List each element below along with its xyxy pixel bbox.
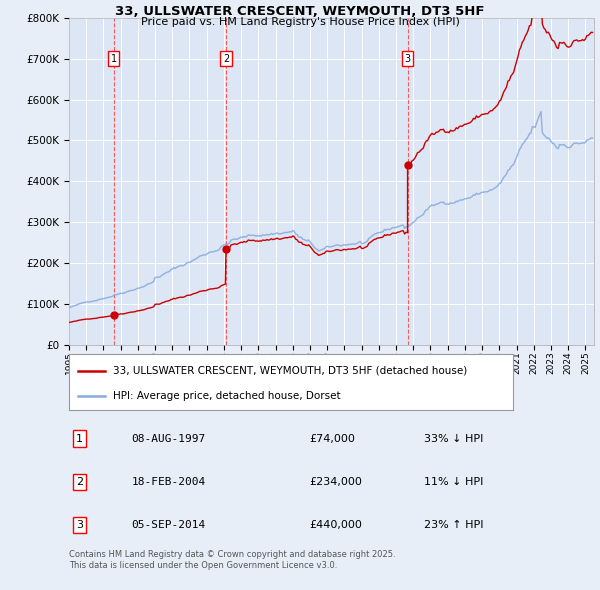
Text: 33, ULLSWATER CRESCENT, WEYMOUTH, DT3 5HF: 33, ULLSWATER CRESCENT, WEYMOUTH, DT3 5H…	[115, 5, 485, 18]
Text: 3: 3	[404, 54, 410, 64]
Text: 08-AUG-1997: 08-AUG-1997	[131, 434, 206, 444]
Text: 23% ↑ HPI: 23% ↑ HPI	[424, 520, 484, 530]
Text: 33, ULLSWATER CRESCENT, WEYMOUTH, DT3 5HF (detached house): 33, ULLSWATER CRESCENT, WEYMOUTH, DT3 5H…	[113, 366, 467, 376]
Text: 05-SEP-2014: 05-SEP-2014	[131, 520, 206, 530]
Text: 1: 1	[110, 54, 117, 64]
Text: £74,000: £74,000	[309, 434, 355, 444]
Text: 33% ↓ HPI: 33% ↓ HPI	[424, 434, 484, 444]
Text: 11% ↓ HPI: 11% ↓ HPI	[424, 477, 484, 487]
Text: 3: 3	[76, 520, 83, 530]
Text: HPI: Average price, detached house, Dorset: HPI: Average price, detached house, Dors…	[113, 391, 341, 401]
Text: 2: 2	[76, 477, 83, 487]
Text: £440,000: £440,000	[309, 520, 362, 530]
Text: Price paid vs. HM Land Registry's House Price Index (HPI): Price paid vs. HM Land Registry's House …	[140, 17, 460, 27]
Text: This data is licensed under the Open Government Licence v3.0.: This data is licensed under the Open Gov…	[69, 560, 337, 569]
Text: 2: 2	[223, 54, 229, 64]
Text: Contains HM Land Registry data © Crown copyright and database right 2025.: Contains HM Land Registry data © Crown c…	[69, 550, 395, 559]
Text: 1: 1	[76, 434, 83, 444]
Text: 18-FEB-2004: 18-FEB-2004	[131, 477, 206, 487]
Text: £234,000: £234,000	[309, 477, 362, 487]
